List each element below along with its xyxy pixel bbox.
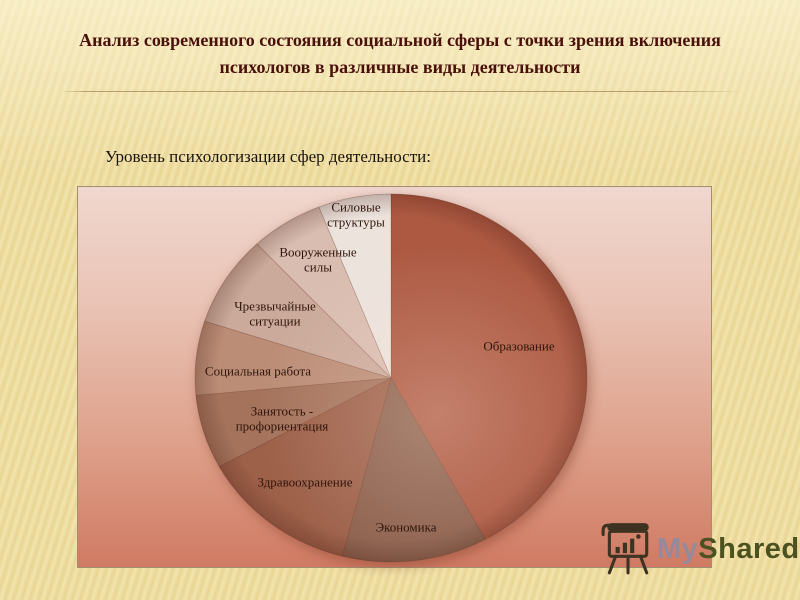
slide-subtitle: Уровень психологизации сфер деятельности… [105,147,431,166]
brand-shared: Shared [698,532,800,565]
myshared-watermark[interactable]: My Shared [601,519,800,579]
brand-my: My [657,532,699,565]
title-divider [60,91,745,92]
presentation-easel-chart-icon [601,523,649,575]
slide-title: Анализ современного состояния социальной… [79,30,721,77]
chart-plot-area [77,186,712,568]
myshared-brand-text: My Shared [657,533,800,566]
